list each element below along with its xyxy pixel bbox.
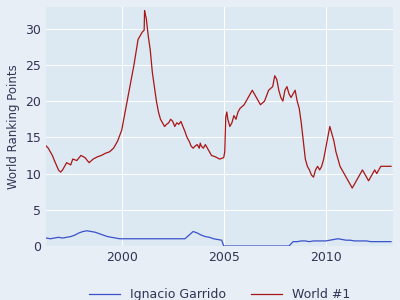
Ignacio Garrido xyxy=(44,236,49,240)
World #1 xyxy=(178,120,183,123)
Legend: Ignacio Garrido, World #1: Ignacio Garrido, World #1 xyxy=(84,283,356,300)
Ignacio Garrido xyxy=(221,244,226,248)
Line: Ignacio Garrido: Ignacio Garrido xyxy=(46,231,391,246)
Line: World #1: World #1 xyxy=(46,11,391,188)
World #1 xyxy=(142,9,147,12)
World #1 xyxy=(350,186,355,190)
Y-axis label: World Ranking Points: World Ranking Points xyxy=(7,64,20,189)
World #1 xyxy=(156,110,161,114)
Ignacio Garrido xyxy=(368,240,373,244)
Ignacio Garrido xyxy=(187,233,192,237)
Ignacio Garrido xyxy=(89,230,94,233)
Ignacio Garrido xyxy=(52,236,57,240)
Ignacio Garrido xyxy=(380,240,385,244)
Ignacio Garrido xyxy=(389,240,394,244)
World #1 xyxy=(198,141,203,145)
World #1 xyxy=(44,144,49,148)
World #1 xyxy=(389,164,394,168)
World #1 xyxy=(56,168,61,172)
Ignacio Garrido xyxy=(219,238,224,242)
World #1 xyxy=(74,159,79,162)
World #1 xyxy=(207,150,212,154)
Ignacio Garrido xyxy=(85,229,90,232)
